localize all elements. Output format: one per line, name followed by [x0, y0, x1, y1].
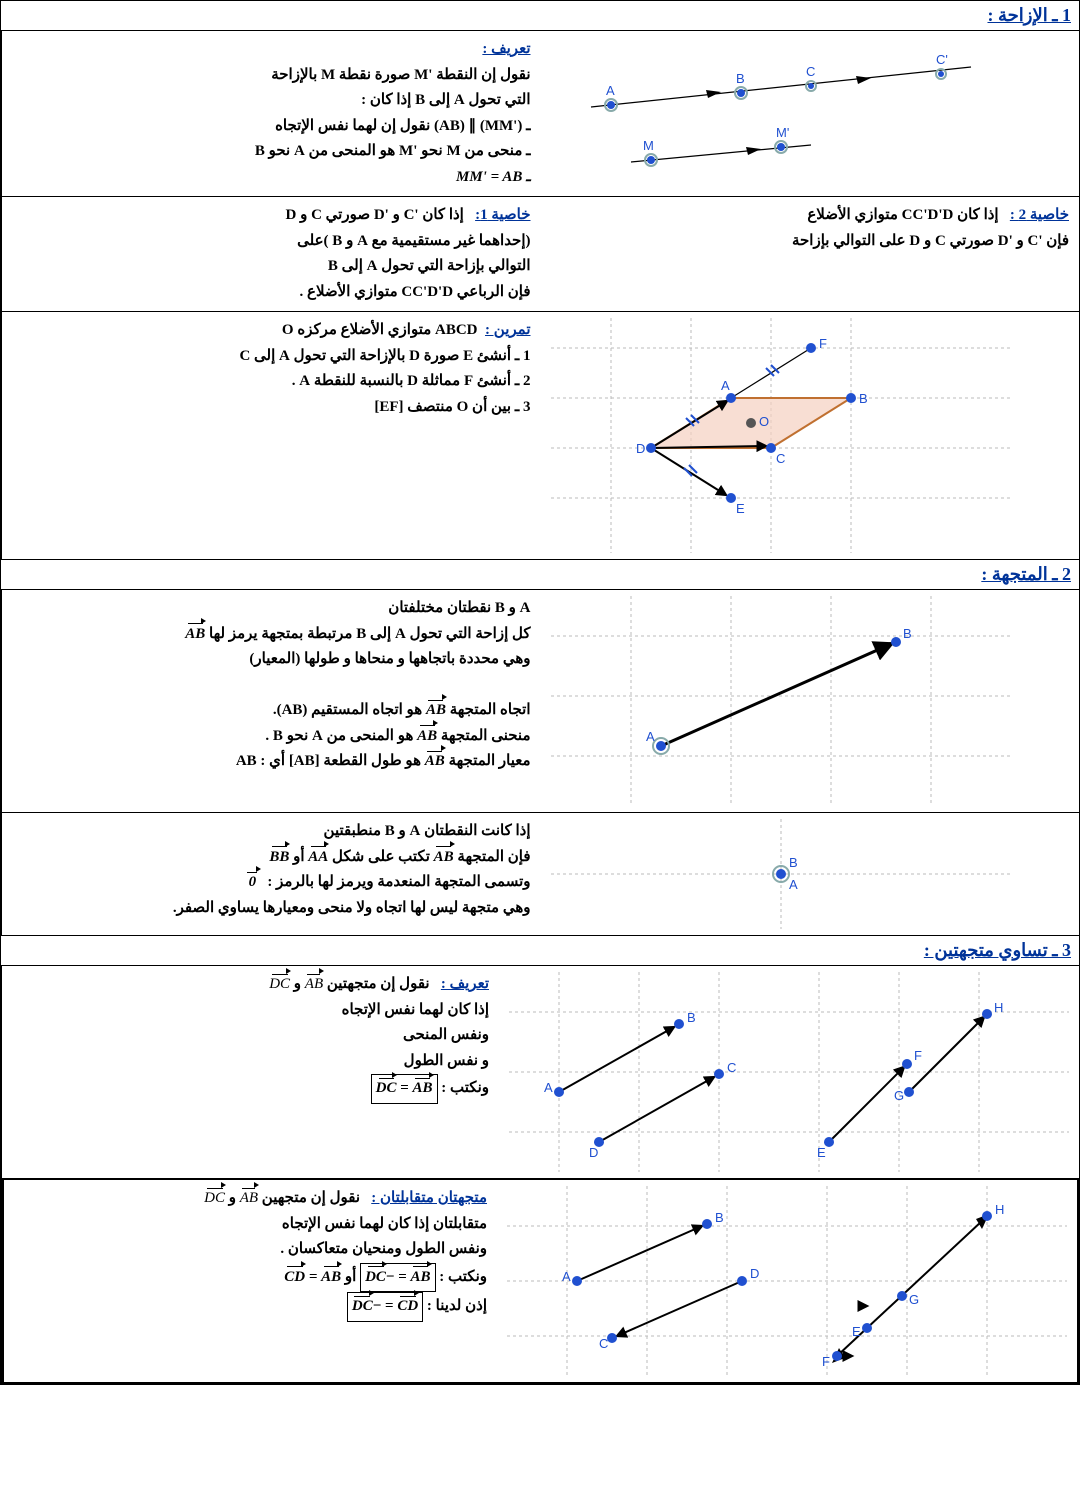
svg-text:F: F: [914, 1048, 922, 1063]
svg-text:A: A: [544, 1080, 553, 1095]
row-zero-vector: إذا كانت النقطتان ‎A‎ و ‎B‎ منطبقتين فإن…: [1, 812, 1079, 935]
svg-text:D: D: [589, 1145, 598, 1160]
row-exercise: تمرين : ‎ABCD‎ متوازي الأضلاع مركزه ‎O‎ …: [1, 311, 1079, 559]
exercise-label: تمرين :: [485, 322, 530, 338]
svg-text:H: H: [995, 1202, 1004, 1217]
page: 1 ـ الإزاحة : تعريف : نقول إن النقطة ‎M'…: [0, 0, 1080, 1385]
section-2-title: 2 ـ المتجهة :: [1, 559, 1079, 589]
figure-equal: A B D C E F G H: [499, 966, 1079, 1178]
svg-text:E: E: [817, 1145, 826, 1160]
figure-translation: A B C C' M M': [541, 31, 1080, 196]
opposite-label: متجهتان متقابلتان :: [371, 1190, 487, 1206]
svg-text:B: B: [687, 1010, 696, 1025]
svg-text:A: A: [562, 1269, 571, 1284]
svg-text:H: H: [994, 1000, 1003, 1015]
svg-text:G: G: [894, 1088, 904, 1103]
svg-text:C': C': [936, 52, 948, 67]
def-line-5: ـ ‎MM' = AB‎: [12, 165, 531, 191]
svg-text:M': M': [776, 125, 789, 140]
svg-text:C: C: [806, 64, 815, 79]
svg-text:C: C: [727, 1060, 736, 1075]
section-1-title: 1 ـ الإزاحة :: [1, 1, 1079, 30]
def-line-1: نقول إن النقطة ‎M'‎ صورة نقطة ‎M‎ بالإزا…: [12, 63, 531, 89]
svg-text:A: A: [721, 378, 730, 393]
svg-text:C: C: [776, 451, 785, 466]
row-opposite-vectors: متجهتان متقابلتان : نقول إن متجهين AB و …: [1, 1178, 1079, 1384]
svg-text:B: B: [903, 626, 912, 641]
row-properties: خاصية 1: إذا كان ‎C'‎ و ‎D'‎ صورتي ‎C‎ و…: [1, 196, 1079, 311]
row-vector-def: ‎A‎ و ‎B‎ نقطتان مختلفتان كل إزاحة التي …: [1, 589, 1079, 812]
prop1-label: خاصية 1:: [475, 207, 530, 223]
svg-text:D: D: [750, 1266, 759, 1281]
svg-text:B: B: [789, 855, 798, 870]
svg-text:B: B: [736, 71, 745, 86]
figure-zero-vector: B A: [541, 813, 1080, 935]
figure-opposite: A B D C E H F G: [497, 1180, 1077, 1382]
svg-text:M: M: [643, 138, 654, 153]
definition-label: تعريف :: [482, 41, 530, 57]
svg-text:A: A: [606, 83, 615, 98]
svg-text:E: E: [852, 1324, 861, 1339]
def-line-2: التي تحول ‎A‎ إلى ‎B‎ إذا كان :: [12, 88, 531, 114]
prop2-label: خاصية 2 :: [1010, 207, 1069, 223]
svg-text:O: O: [759, 414, 769, 429]
svg-text:G: G: [909, 1292, 919, 1307]
svg-text:B: B: [859, 391, 868, 406]
svg-text:B: B: [715, 1210, 724, 1225]
svg-text:F: F: [819, 336, 827, 351]
def-label-3: تعريف :: [441, 976, 489, 992]
svg-text:C: C: [599, 1336, 608, 1351]
svg-text:A: A: [789, 877, 798, 892]
row-equal-vectors: تعريف : نقول إن متجهتين AB و DC إذا كان …: [1, 965, 1079, 1178]
svg-text:F: F: [822, 1354, 830, 1369]
figure-vector-ab: A B: [541, 590, 1080, 812]
svg-text:A: A: [646, 729, 655, 744]
svg-text:D: D: [636, 441, 645, 456]
row-definition: تعريف : نقول إن النقطة ‎M'‎ صورة نقطة ‎M…: [1, 30, 1079, 196]
svg-text:E: E: [736, 501, 745, 516]
def-line-4: ـ منحى من ‎M‎ نحو ‎M'‎ هو المنحى من ‎A‎ …: [12, 139, 531, 165]
section-3-title: 3 ـ تساوي متجهتين :: [1, 935, 1079, 965]
figure-parallelogram: A B C D O E F: [541, 312, 1080, 559]
def-line-3: ـ ‎(AB) ∥ (MM')‎ نقول إن لهما نفس الإتجا…: [12, 114, 531, 140]
